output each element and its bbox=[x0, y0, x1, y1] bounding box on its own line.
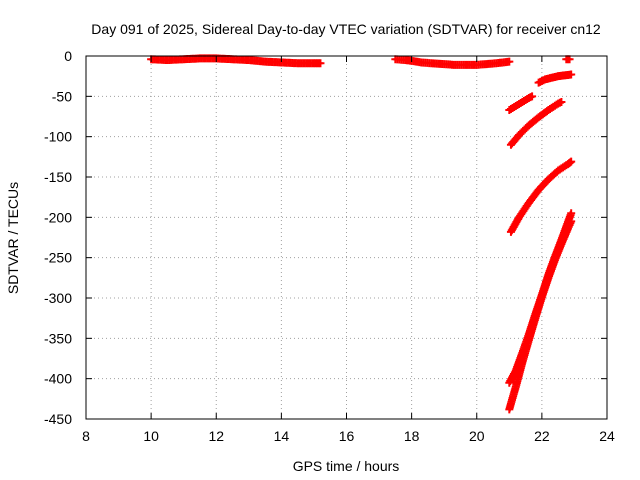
y-tick-label: -200 bbox=[44, 209, 72, 225]
x-tick-label: 24 bbox=[599, 428, 615, 444]
data-point bbox=[567, 157, 576, 166]
y-tick-label: -300 bbox=[44, 290, 72, 306]
data-points bbox=[147, 54, 576, 414]
x-tick-label: 18 bbox=[404, 428, 420, 444]
x-axis-label: GPS time / hours bbox=[293, 458, 400, 474]
data-point bbox=[567, 209, 576, 218]
data-series-6 bbox=[506, 97, 566, 149]
chart-title: Day 091 of 2025, Sidereal Day-to-day VTE… bbox=[91, 21, 601, 37]
data-series-5 bbox=[562, 55, 574, 64]
x-tick-label: 8 bbox=[82, 428, 90, 444]
x-tick-label: 14 bbox=[274, 428, 290, 444]
data-point bbox=[505, 57, 514, 66]
data-point bbox=[557, 97, 566, 106]
x-tick-label: 20 bbox=[469, 428, 485, 444]
y-tick-label: -50 bbox=[52, 88, 72, 104]
y-axis-label: SDTVAR / TECUs bbox=[5, 182, 21, 294]
data-point bbox=[565, 55, 574, 64]
y-tick-label: -100 bbox=[44, 129, 72, 145]
data-point bbox=[316, 59, 325, 68]
data-series-9 bbox=[505, 217, 576, 414]
data-point bbox=[567, 217, 576, 226]
y-tick-label: -450 bbox=[44, 411, 72, 427]
x-tick-label: 10 bbox=[143, 428, 159, 444]
data-series-2 bbox=[391, 55, 514, 69]
data-point bbox=[528, 92, 537, 101]
grid bbox=[86, 56, 607, 419]
y-tick-label: -250 bbox=[44, 250, 72, 266]
data-series-7 bbox=[506, 157, 576, 236]
y-tick-label: -150 bbox=[44, 169, 72, 185]
axis-ticks: 8 10 12 14 16 18 20 22 24 0 -50 -100 -150 -200 -250 -30… bbox=[44, 48, 615, 444]
x-tick-label: 12 bbox=[208, 428, 224, 444]
data-series-1 bbox=[147, 54, 325, 68]
y-tick-label: -400 bbox=[44, 371, 72, 387]
data-point bbox=[567, 70, 576, 79]
x-tick-label: 16 bbox=[339, 428, 355, 444]
y-tick-label: 0 bbox=[64, 48, 72, 64]
data-series-3 bbox=[505, 92, 537, 115]
data-series-4 bbox=[534, 70, 576, 87]
x-tick-label: 22 bbox=[534, 428, 550, 444]
y-tick-label: -350 bbox=[44, 330, 72, 346]
